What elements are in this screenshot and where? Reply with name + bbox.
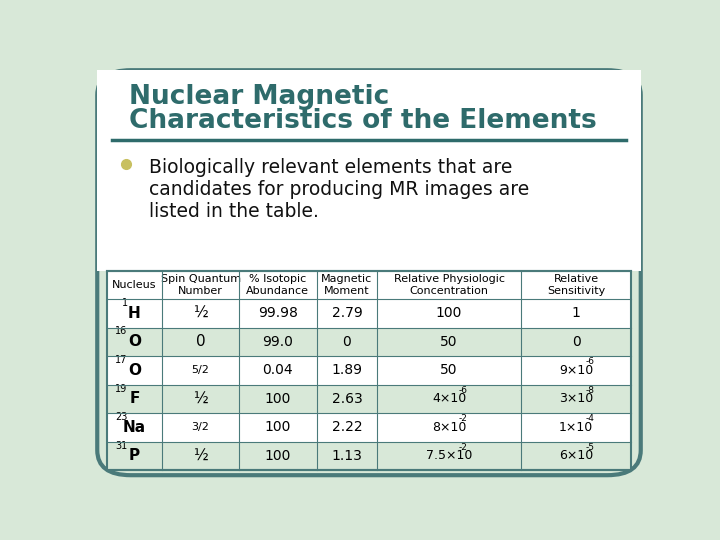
- Text: 50: 50: [441, 335, 458, 349]
- Text: 0.04: 0.04: [263, 363, 293, 377]
- Bar: [107, 271, 631, 299]
- Text: 99.0: 99.0: [263, 335, 293, 349]
- Text: 1.89: 1.89: [331, 363, 362, 377]
- Text: 2.22: 2.22: [332, 421, 362, 435]
- Text: O: O: [128, 334, 141, 349]
- Text: ½: ½: [193, 306, 208, 321]
- Text: 1.13: 1.13: [331, 449, 362, 463]
- Text: 2.79: 2.79: [331, 306, 362, 320]
- Text: 3×10: 3×10: [559, 393, 593, 406]
- Text: Nucleus: Nucleus: [112, 280, 156, 290]
- Text: candidates for producing MR images are: candidates for producing MR images are: [148, 180, 528, 199]
- Text: 100: 100: [265, 392, 291, 406]
- Text: 100: 100: [265, 449, 291, 463]
- FancyBboxPatch shape: [97, 70, 641, 475]
- Bar: [107, 299, 631, 328]
- Text: 50: 50: [441, 363, 458, 377]
- Text: F: F: [129, 392, 140, 407]
- Bar: [107, 271, 631, 470]
- Text: -6: -6: [459, 386, 467, 395]
- Text: 0: 0: [343, 335, 351, 349]
- Text: 4×10: 4×10: [432, 393, 466, 406]
- Text: 19: 19: [115, 383, 127, 394]
- Text: Biologically relevant elements that are: Biologically relevant elements that are: [148, 158, 512, 177]
- Text: -6: -6: [585, 357, 595, 366]
- Text: 1: 1: [572, 306, 580, 320]
- Text: 7.5×10: 7.5×10: [426, 449, 472, 462]
- Text: ½: ½: [193, 392, 208, 407]
- Text: H: H: [128, 306, 140, 321]
- Bar: [107, 442, 631, 470]
- Text: -5: -5: [585, 443, 595, 452]
- Text: O: O: [128, 363, 141, 378]
- Bar: [107, 356, 631, 384]
- Bar: [107, 328, 631, 356]
- Text: 99.98: 99.98: [258, 306, 298, 320]
- Text: 3/2: 3/2: [192, 422, 210, 433]
- Text: -8: -8: [585, 386, 595, 395]
- Text: 8×10: 8×10: [432, 421, 467, 434]
- Text: 31: 31: [115, 441, 127, 450]
- Text: 17: 17: [115, 355, 127, 365]
- Text: 100: 100: [436, 306, 462, 320]
- Bar: [97, 70, 641, 271]
- Bar: [107, 384, 631, 413]
- Text: 1×10: 1×10: [559, 421, 593, 434]
- Text: P: P: [129, 448, 140, 463]
- Text: listed in the table.: listed in the table.: [148, 201, 318, 221]
- Text: Relative
Sensitivity: Relative Sensitivity: [547, 274, 606, 296]
- Text: 0: 0: [572, 335, 580, 349]
- Text: 9×10: 9×10: [559, 364, 593, 377]
- Text: Magnetic
Moment: Magnetic Moment: [321, 274, 372, 296]
- Text: 16: 16: [115, 327, 127, 336]
- Text: Spin Quantum
Number: Spin Quantum Number: [161, 274, 240, 296]
- Text: 23: 23: [115, 412, 127, 422]
- Text: ½: ½: [193, 448, 208, 463]
- Text: 100: 100: [265, 421, 291, 435]
- Text: Characteristics of the Elements: Characteristics of the Elements: [129, 109, 597, 134]
- Text: 1: 1: [122, 298, 127, 308]
- Text: % Isotopic
Abundance: % Isotopic Abundance: [246, 274, 310, 296]
- Text: -2: -2: [459, 443, 467, 452]
- Text: 0: 0: [196, 334, 205, 349]
- Bar: [107, 413, 631, 442]
- Text: 5/2: 5/2: [192, 366, 210, 375]
- Text: Na: Na: [123, 420, 146, 435]
- Text: -4: -4: [585, 414, 595, 423]
- Text: -2: -2: [459, 414, 467, 423]
- Text: 2.63: 2.63: [331, 392, 362, 406]
- Text: Nuclear Magnetic: Nuclear Magnetic: [129, 84, 390, 110]
- Text: 6×10: 6×10: [559, 449, 593, 462]
- Text: Relative Physiologic
Concentration: Relative Physiologic Concentration: [394, 274, 505, 296]
